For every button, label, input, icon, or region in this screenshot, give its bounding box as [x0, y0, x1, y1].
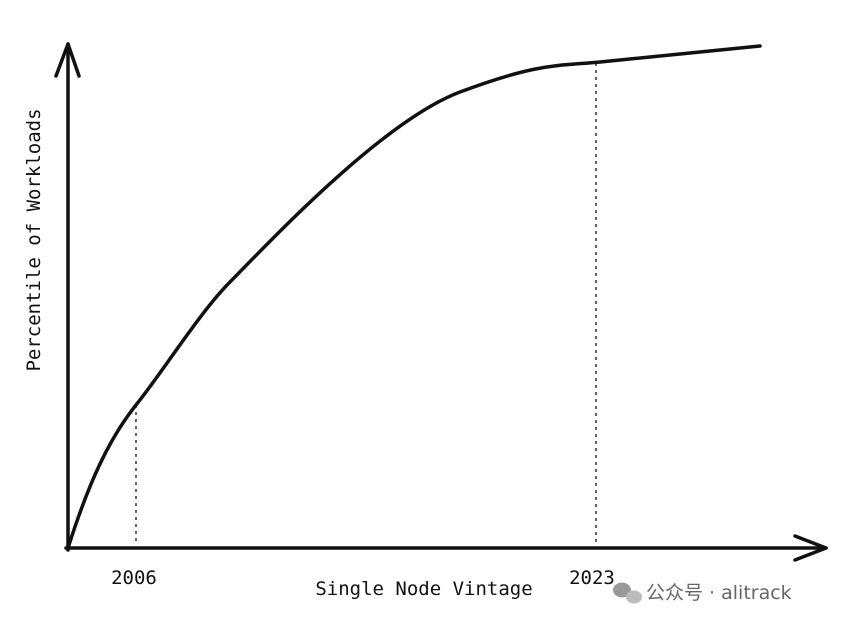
watermark-icon	[613, 582, 642, 604]
curve	[66, 44, 762, 550]
y-axis-arrow	[54, 42, 81, 78]
y-axis-label: Percentile of Workloads	[23, 108, 45, 371]
marker-label: 2023	[569, 567, 615, 589]
watermark: 公众号 · alitrack	[646, 582, 792, 604]
marker-label: 2006	[111, 567, 157, 589]
x-axis-label: Single Node Vintage	[315, 578, 532, 600]
x-axis-arrow	[793, 534, 828, 562]
